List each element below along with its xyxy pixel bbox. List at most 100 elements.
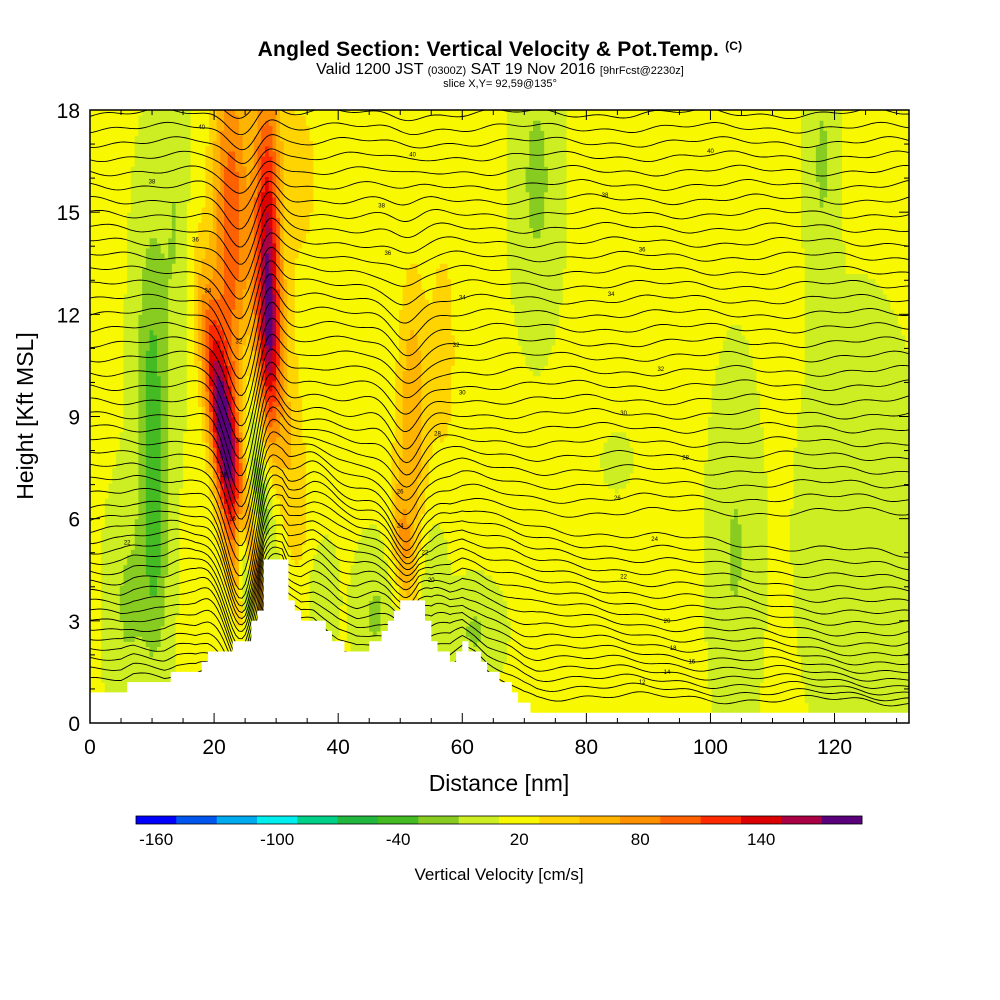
- velocity-cell: [168, 339, 173, 346]
- velocity-cell: [227, 396, 232, 402]
- velocity-cell: [123, 171, 128, 177]
- velocity-cell: [205, 554, 210, 561]
- velocity-cell: [171, 661, 177, 668]
- velocity-cell: [157, 610, 162, 617]
- velocity-cell: [164, 656, 169, 663]
- velocity-cell: [242, 345, 247, 351]
- velocity-cell: [130, 544, 136, 550]
- velocity-cell: [175, 299, 180, 305]
- velocity-cell: [93, 242, 98, 249]
- velocity-cell: [160, 110, 165, 116]
- velocity-cell: [212, 125, 218, 131]
- velocity-cell: [145, 125, 151, 131]
- velocity-cell: [212, 431, 218, 438]
- velocity-cell: [149, 569, 154, 576]
- velocity-cell: [97, 590, 102, 596]
- velocity-cell: [101, 442, 106, 448]
- velocity-cell: [235, 201, 240, 208]
- velocity-cell: [127, 590, 132, 596]
- velocity-cell: [123, 391, 128, 397]
- velocity-cell: [90, 610, 95, 617]
- velocity-cell: [183, 278, 188, 285]
- velocity-cell: [108, 651, 113, 658]
- velocity-cell: [138, 288, 143, 295]
- velocity-cell: [194, 176, 199, 183]
- velocity-cell: [138, 457, 143, 464]
- velocity-cell: [164, 569, 169, 576]
- velocity-cell: [104, 498, 110, 504]
- velocity-cell: [123, 258, 128, 264]
- velocity-cell: [153, 462, 158, 469]
- velocity-cell: [235, 309, 240, 315]
- velocity-cell: [101, 605, 106, 612]
- velocity-cell: [108, 283, 113, 290]
- velocity-cell: [127, 636, 132, 642]
- velocity-cell: [216, 610, 221, 617]
- velocity-cell: [157, 135, 162, 142]
- velocity-cell: [112, 682, 117, 688]
- velocity-cell: [227, 385, 232, 392]
- velocity-cell: [93, 232, 98, 239]
- velocity-cell: [183, 600, 188, 607]
- velocity-cell: [205, 375, 210, 382]
- velocity-cell: [160, 360, 165, 366]
- velocity-cell: [205, 452, 210, 458]
- velocity-cell: [201, 227, 206, 234]
- velocity-cell: [164, 355, 169, 361]
- velocity-cell: [145, 186, 151, 193]
- velocity-cell: [242, 636, 247, 642]
- velocity-cell: [149, 130, 154, 137]
- velocity-cell: [175, 314, 180, 320]
- velocity-cell: [119, 569, 125, 576]
- velocity-cell: [130, 150, 136, 157]
- velocity-cell: [130, 334, 136, 341]
- velocity-cell: [231, 161, 236, 167]
- velocity-cell: [194, 651, 199, 658]
- velocity-cell: [108, 385, 113, 392]
- velocity-cell: [171, 334, 177, 341]
- velocity-cell: [171, 345, 177, 351]
- velocity-cell: [160, 498, 165, 504]
- velocity-cell: [149, 273, 154, 280]
- velocity-cell: [224, 217, 229, 223]
- velocity-cell: [186, 508, 192, 515]
- velocity-cell: [119, 314, 125, 320]
- velocity-cell: [216, 324, 221, 331]
- velocity-cell: [90, 319, 95, 326]
- velocity-cell: [209, 426, 214, 433]
- velocity-cell: [168, 442, 173, 448]
- velocity-cell: [142, 145, 147, 152]
- velocity-cell: [160, 258, 165, 264]
- velocity-cell: [205, 651, 210, 658]
- velocity-cell: [112, 125, 117, 131]
- velocity-cell: [227, 365, 232, 372]
- velocity-cell: [235, 278, 240, 285]
- velocity-cell: [142, 263, 147, 269]
- velocity-cell: [153, 431, 158, 438]
- velocity-cell: [130, 539, 136, 545]
- velocity-cell: [190, 518, 195, 525]
- velocity-cell: [157, 574, 162, 581]
- velocity-cell: [112, 595, 117, 601]
- velocity-cell: [149, 671, 154, 678]
- velocity-cell: [119, 181, 125, 188]
- velocity-cell: [242, 610, 247, 617]
- velocity-cell: [160, 161, 165, 167]
- velocity-cell: [97, 666, 102, 673]
- velocity-cell: [116, 631, 121, 637]
- velocity-cell: [227, 217, 232, 223]
- velocity-cell: [164, 513, 169, 520]
- velocity-cell: [238, 585, 244, 591]
- velocity-cell: [238, 130, 244, 137]
- velocity-cell: [168, 355, 173, 361]
- velocity-cell: [130, 442, 136, 448]
- velocity-cell: [220, 309, 225, 315]
- velocity-cell: [101, 263, 106, 269]
- velocity-cell: [164, 375, 169, 382]
- velocity-cell: [186, 656, 192, 663]
- velocity-cell: [130, 278, 136, 285]
- velocity-cell: [127, 436, 132, 443]
- velocity-cell: [186, 523, 192, 530]
- velocity-cell: [201, 181, 206, 188]
- velocity-cell: [209, 156, 214, 162]
